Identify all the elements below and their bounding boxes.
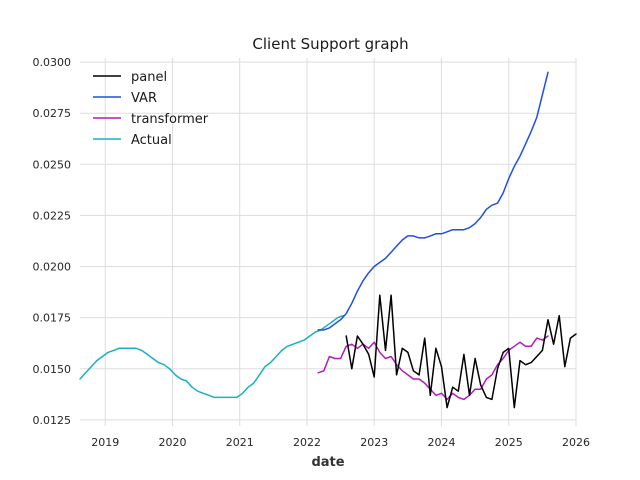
x-tick-label: 2019	[91, 436, 119, 449]
x-tick-label: 2025	[495, 436, 523, 449]
y-tick-label: 0.0300	[33, 56, 72, 69]
series-line-var	[317, 71, 549, 331]
chart-title: Client Support graph	[252, 35, 408, 53]
series-line-actual	[79, 314, 345, 399]
legend: panel VAR transformer Actual	[93, 70, 209, 148]
x-axis-label: date	[311, 455, 344, 470]
x-tick-label: 2020	[158, 436, 186, 449]
x-tick-label: 2021	[226, 436, 254, 449]
x-tick-label: 2022	[293, 436, 321, 449]
series-line-panel	[345, 294, 577, 409]
x-axis: 2019 2020 2021 2022 2023 2024 2025 2026	[91, 436, 590, 449]
plot-area	[79, 71, 577, 409]
series-line-transformer	[317, 335, 549, 401]
y-tick-label: 0.0275	[33, 107, 72, 120]
x-tick-label: 2023	[360, 436, 388, 449]
legend-label-var: VAR	[131, 91, 157, 106]
y-axis: 0.0125 0.0150 0.0175 0.0200 0.0225 0.0250 0.02…	[33, 56, 72, 427]
y-tick-label: 0.0125	[33, 414, 72, 427]
legend-label-transformer: transformer	[131, 112, 209, 127]
y-tick-label: 0.0225	[33, 209, 72, 222]
legend-label-actual: Actual	[131, 133, 172, 148]
legend-label-panel: panel	[131, 70, 167, 85]
y-tick-label: 0.0150	[33, 363, 72, 376]
x-tick-label: 2026	[562, 436, 590, 449]
y-tick-label: 0.0250	[33, 158, 72, 171]
y-tick-label: 0.0175	[33, 312, 72, 325]
x-tick-label: 2024	[427, 436, 455, 449]
y-tick-label: 0.0200	[33, 261, 72, 274]
